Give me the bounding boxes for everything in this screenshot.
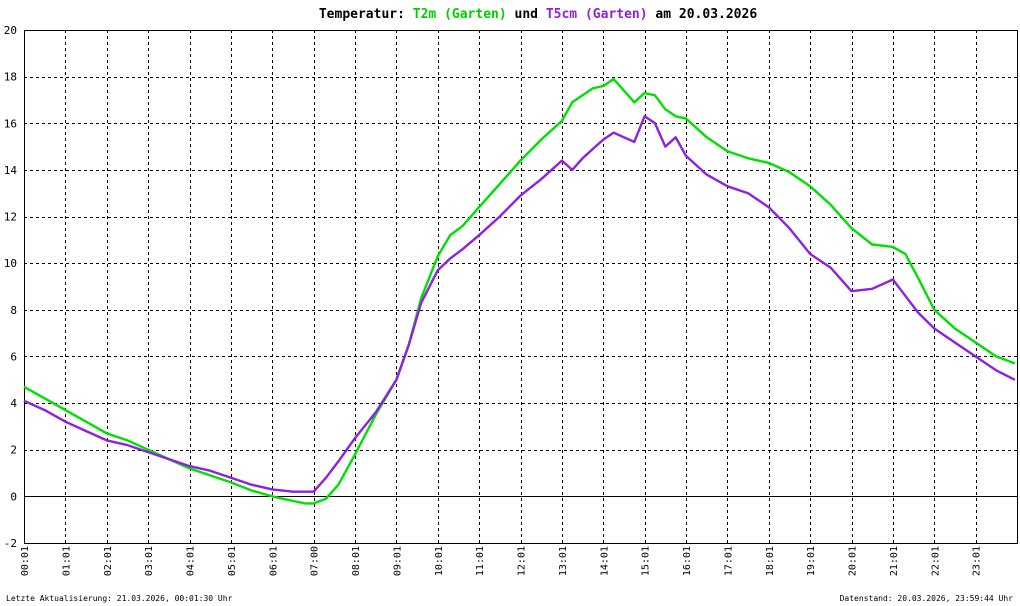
y-tick-label: 20: [4, 24, 17, 37]
series-line-t2m: [23, 77, 1016, 505]
y-tick-label: 6: [10, 350, 17, 363]
x-tick-label: 21:01: [889, 546, 900, 576]
y-axis-ticks: -2 0 2 4 6 8 10 12 14 16 18 20: [4, 24, 18, 550]
x-tick-label: 00:01: [20, 546, 31, 576]
x-tick-label: 11:01: [475, 546, 486, 576]
title-series2: T5cm (Garten): [546, 7, 648, 22]
x-tick-label: 19:01: [806, 546, 817, 576]
x-tick-label: 14:01: [599, 546, 610, 576]
x-tick-label: 06:01: [268, 546, 279, 576]
footer-last-update: Letzte Aktualisierung: 21.03.2026, 00:01…: [6, 594, 233, 603]
y-tick-label: -2: [4, 537, 17, 550]
y-tick-label: 14: [4, 164, 18, 177]
x-tick-label: 18:01: [765, 546, 776, 576]
x-tick-label: 17:01: [723, 546, 734, 576]
title-series1: T2m (Garten): [413, 7, 507, 22]
plot-border: [24, 30, 1018, 544]
y-tick-label: 2: [10, 444, 17, 457]
title-joiner: und: [507, 7, 546, 22]
y-tick-label: 18: [4, 71, 17, 84]
x-tick-label: 16:01: [682, 546, 693, 576]
x-axis-ticks: 00:01 01:01 02:01 03:01 04:01 05:01 06:01 07:00…: [20, 546, 983, 576]
x-tick-label: 20:01: [848, 546, 859, 576]
x-tick-label: 04:01: [186, 546, 197, 576]
y-tick-label: 16: [4, 117, 17, 130]
y-tick-label: 8: [10, 304, 17, 317]
x-tick-label: 02:01: [103, 546, 114, 576]
x-tick-label: 12:01: [517, 546, 528, 576]
y-tick-label: 12: [4, 211, 17, 224]
x-tick-label: 05:01: [227, 546, 238, 576]
series-lines: [23, 77, 1016, 505]
x-tick-label: 07:00: [310, 546, 321, 576]
x-tick-label: 10:01: [434, 546, 445, 576]
x-tick-label: 23:01: [972, 546, 983, 576]
footer-data-state: Datenstand: 20.03.2026, 23:59:44 Uhr: [840, 594, 1014, 603]
x-tick-label: 03:01: [144, 546, 155, 576]
x-tick-label: 15:01: [641, 546, 652, 576]
x-tick-label: 22:01: [930, 546, 941, 576]
grid-lines: [24, 30, 1017, 543]
x-tick-label: 08:01: [351, 546, 362, 576]
chart-title: Temperatur: T2m (Garten) und T5cm (Garte…: [319, 7, 757, 22]
series-line-t5cm: [23, 115, 1016, 493]
y-tick-label: 4: [10, 397, 17, 410]
plot-background: [24, 30, 1017, 543]
x-tick-label: 09:01: [392, 546, 403, 576]
title-suffix: am 20.03.2026: [648, 7, 758, 22]
title-prefix: Temperatur:: [319, 7, 413, 22]
x-tick-label: 01:01: [61, 546, 72, 576]
x-tick-label: 13:01: [558, 546, 569, 576]
y-tick-label: 0: [10, 490, 17, 503]
y-tick-label: 10: [4, 257, 17, 270]
